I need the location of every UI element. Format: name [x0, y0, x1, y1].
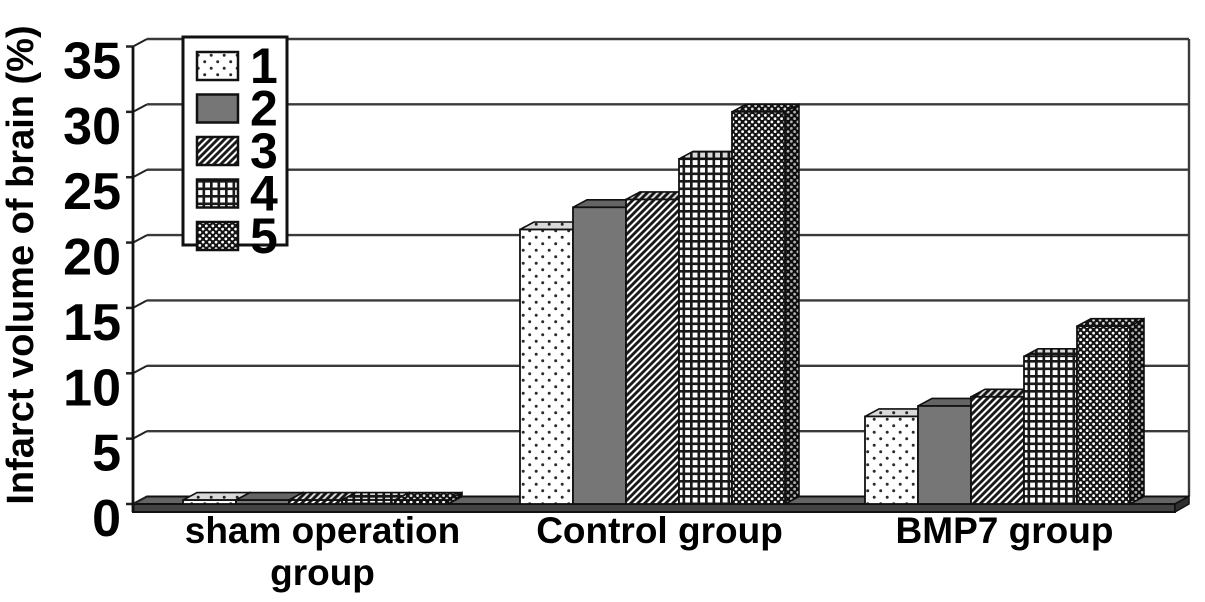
bar-cat0-series1-front [182, 499, 237, 505]
bar-cat0-series1-top-shade [183, 492, 250, 501]
bar-cat0-series4-front [341, 499, 396, 505]
y-tick-label-20: 20 [63, 229, 121, 287]
axis-depth-tick-35 [132, 38, 148, 48]
y-tick-label-5: 5 [92, 425, 121, 483]
category-label-0-line1: sham operation [185, 510, 461, 551]
legend-label-1: 1 [250, 38, 278, 94]
bar-cat2-series5 [1076, 317, 1145, 506]
bar-cat2-series4-front [1023, 355, 1078, 505]
bar-cat1-series5-side-shade [785, 104, 799, 504]
bar-cat0-series2-front [235, 499, 290, 505]
category-label-0-line2: group [270, 552, 375, 593]
floor-right-cap [1174, 495, 1190, 514]
bar-cat2-series1-top-shade [865, 408, 932, 417]
axis-depth-tick-30 [132, 103, 148, 113]
legend-label-5: 5 [250, 208, 278, 264]
legend-swatch-5 [195, 220, 240, 252]
axis-depth-tick-10 [132, 364, 148, 375]
legend-swatch-3 [195, 135, 240, 167]
bar-cat1-series4-front [678, 158, 733, 505]
bar-cat1-series3-top-shade [626, 191, 693, 200]
bar-cat1-series5-top-shade [732, 104, 799, 112]
bar-cat2-series2-top-shade [918, 398, 985, 406]
bar-cat0-series5-front [394, 499, 449, 505]
bar-cat2-series4-top-shade [1024, 348, 1091, 357]
y-tick-label-35: 35 [63, 33, 121, 91]
bar-cat0-series2-top-shade [236, 492, 303, 501]
bar-cat0-series5-side-shade [448, 492, 462, 504]
bar-cat1-series2-front [572, 206, 627, 505]
y-tick-label-0: 0 [92, 490, 121, 548]
bar-cat2-series3-front [970, 395, 1025, 505]
y-axis-layer [126, 38, 148, 512]
bar-cat1-series3-front [625, 198, 680, 505]
bar-cat1-series4-top-shade [679, 151, 746, 159]
axis-depth-tick-0 [132, 495, 148, 505]
y-tick-label-30: 30 [63, 98, 121, 156]
bar-cat0-series5 [394, 491, 463, 506]
axis-depth-tick-15 [132, 299, 148, 309]
axis-depth-tick-5 [132, 430, 148, 440]
bar-cat2-series3-top-shade [971, 389, 1038, 397]
y-tick-label-10: 10 [63, 359, 121, 417]
category-label-1: Control group [536, 510, 783, 551]
bar-cat2-series1-front [864, 415, 919, 505]
bar-cat0-series3-top-shade [289, 492, 356, 501]
bar-cat2-series2-front [917, 405, 972, 505]
legend-label-4: 4 [250, 166, 278, 222]
legend-label-3: 3 [250, 123, 278, 179]
bar-cat1-series1-front [519, 228, 574, 505]
bar-cat2-series5-side-shade [1130, 318, 1144, 504]
y-tick-label-25: 25 [63, 163, 121, 221]
category-label-2: BMP7 group [896, 510, 1114, 551]
bar-cat2-series5-front [1076, 325, 1131, 505]
bar-cat1-series5 [731, 103, 800, 506]
bar-cat1-series5-front [731, 110, 786, 505]
axis-depth-tick-20 [132, 234, 148, 244]
axis-depth-tick-25 [132, 168, 148, 179]
bar-cat1-series2-top-shade [573, 199, 640, 208]
y-tick-label-15: 15 [63, 294, 121, 352]
bar-cat0-series3-front [288, 499, 343, 505]
bar-cat2-series5-top-shade [1077, 318, 1144, 327]
y-axis-title: Infarct volume of brain (%) [0, 25, 42, 504]
bar-cat0-series4-top-shade [342, 492, 409, 501]
legend-swatch-1 [195, 50, 240, 82]
bars-layer [182, 103, 1145, 506]
legend-label-2: 2 [250, 81, 278, 137]
legend-swatch-2 [195, 93, 240, 124]
legend-swatch-4 [195, 178, 240, 209]
category-label-0: sham operation group [185, 510, 461, 593]
bar-cat0-series5-top-shade [395, 492, 462, 501]
bar-cat1-series1-top-shade [520, 222, 587, 230]
